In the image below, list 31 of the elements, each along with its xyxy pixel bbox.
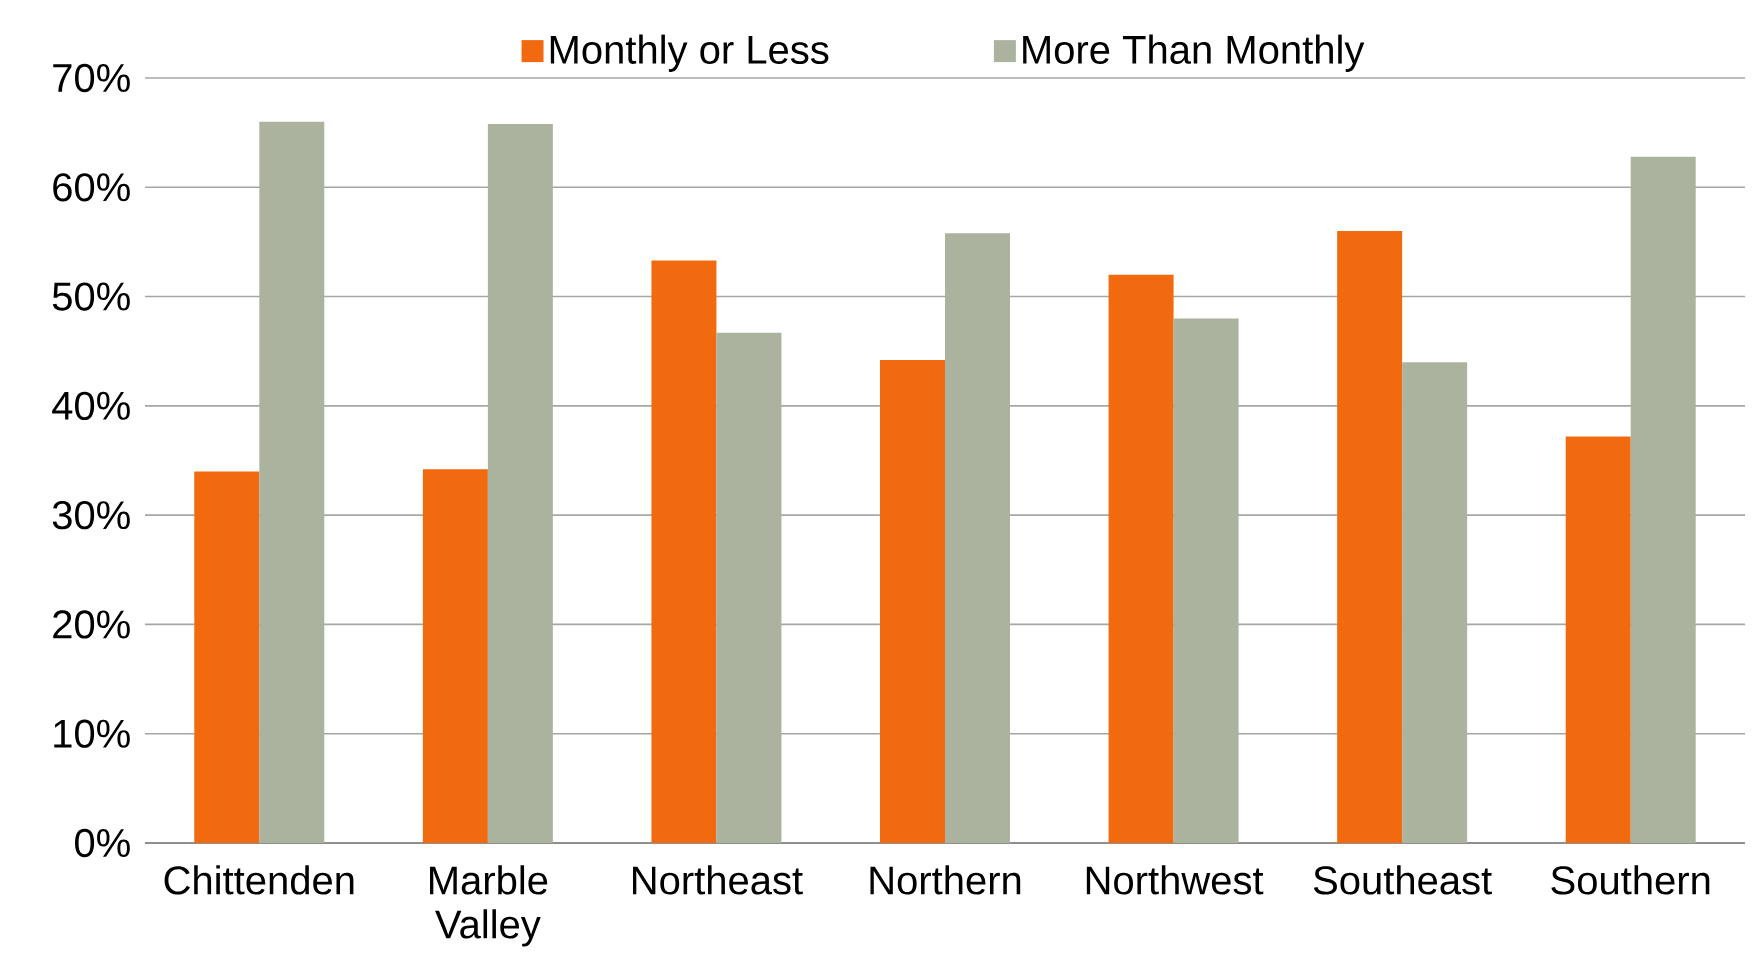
bar [259, 121, 325, 843]
bar [945, 233, 1011, 843]
y-tick-label: 20% [53, 610, 130, 639]
y-tick-label: 50% [52, 282, 130, 311]
x-tick-label: Marble Valley [430, 865, 548, 947]
bar [194, 471, 260, 843]
legend-label: Monthly or Less [550, 34, 829, 72]
bar [1565, 436, 1631, 843]
legend-label: More Than Monthly [1023, 34, 1365, 72]
y-tick-label: 70% [53, 63, 130, 93]
x-tick-label: Southern [1551, 865, 1710, 895]
bar [1402, 362, 1468, 843]
bar [880, 359, 946, 843]
bar [651, 260, 717, 843]
x-tick-label: Northeast [633, 865, 803, 895]
x-tick-label: Northern [870, 865, 1021, 895]
bar [1337, 230, 1403, 843]
bar [487, 123, 553, 843]
bar [1173, 318, 1239, 843]
y-tick-label: 10% [54, 719, 130, 748]
y-tick-label: 0% [75, 828, 130, 858]
x-tick-label: Chittenden [164, 865, 354, 895]
y-tick-label: 30% [52, 500, 130, 530]
x-tick-label: Southeast [1313, 865, 1492, 895]
bar [1630, 156, 1696, 843]
y-tick-label: 60% [53, 173, 130, 202]
bar [716, 332, 782, 843]
bar [1108, 274, 1174, 843]
y-tick-label: 40% [52, 391, 130, 420]
x-tick-label: Northwest [1086, 865, 1264, 895]
bar [422, 469, 488, 843]
